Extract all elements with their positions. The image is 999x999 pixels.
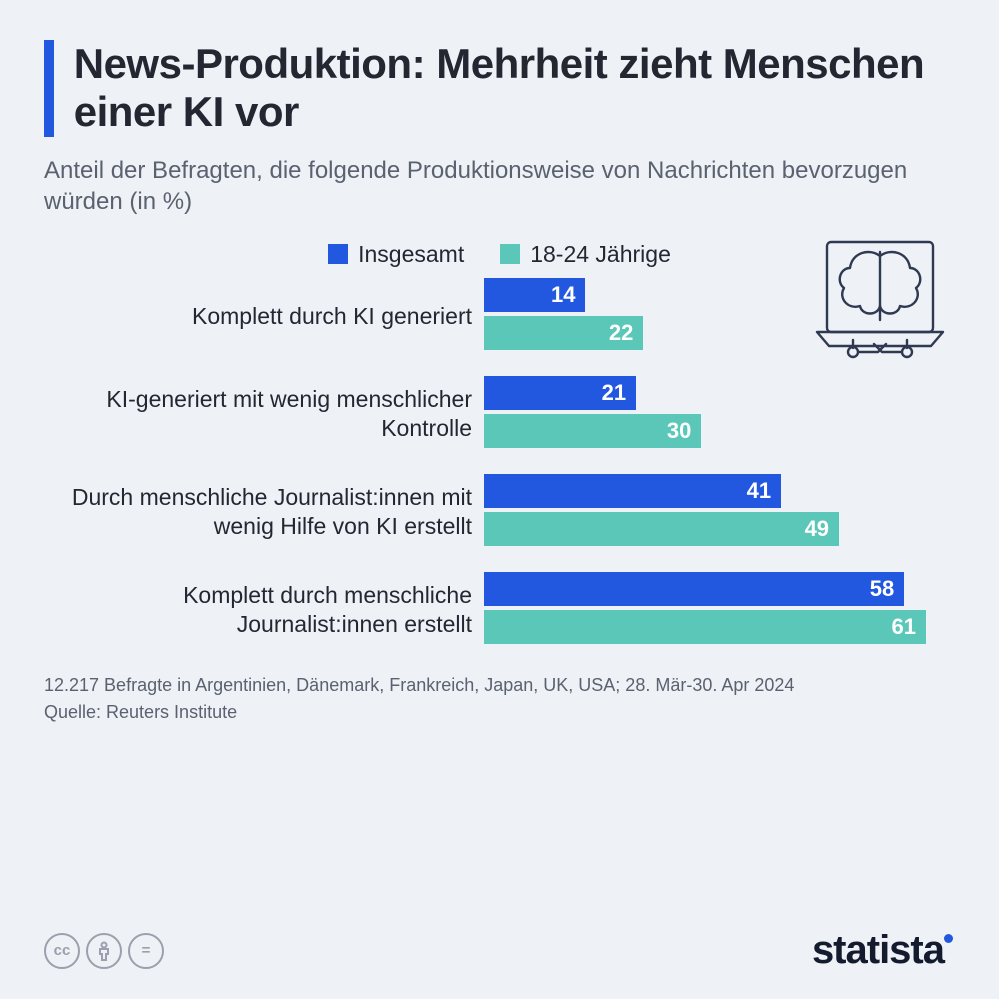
bar-young: 22 xyxy=(484,316,643,350)
chart-title: News-Produktion: Mehrheit zieht Menschen… xyxy=(74,40,955,137)
category-label: Durch menschliche Journalist:innen mit w… xyxy=(44,483,484,541)
title-accent-bar xyxy=(44,40,54,137)
legend-swatch-1 xyxy=(328,244,348,264)
bar-total: 58 xyxy=(484,572,904,606)
bar-pair: 5861 xyxy=(484,572,955,648)
bar-young: 61 xyxy=(484,610,926,644)
legend-item-young: 18-24 Jährige xyxy=(500,241,671,268)
ai-brain-icon xyxy=(805,228,955,368)
brand-logo: statista xyxy=(812,928,955,973)
legend-swatch-2 xyxy=(500,244,520,264)
legend-label-1: Insgesamt xyxy=(358,241,464,268)
category-label: Komplett durch KI generiert xyxy=(44,302,484,331)
brand-dot-icon xyxy=(944,934,953,943)
footnote-source: Quelle: Reuters Institute xyxy=(44,699,955,726)
category-label: KI-generiert mit wenig menschlicher Kont… xyxy=(44,385,484,443)
title-block: News-Produktion: Mehrheit zieht Menschen… xyxy=(44,40,955,137)
license-icons: cc = xyxy=(44,933,164,969)
bar-total: 14 xyxy=(484,278,585,312)
category-label: Komplett durch menschliche Journalist:in… xyxy=(44,581,484,639)
table-row: Komplett durch menschliche Journalist:in… xyxy=(44,572,955,648)
bar-young: 49 xyxy=(484,512,839,546)
chart-subtitle: Anteil der Befragten, die folgende Produ… xyxy=(44,155,955,217)
bar-pair: 2130 xyxy=(484,376,955,452)
chart-area: Komplett durch KI generiert14 22 KI-generi… xyxy=(44,278,955,648)
bar-total: 21 xyxy=(484,376,636,410)
bar-total: 41 xyxy=(484,474,781,508)
brand-text: statista xyxy=(812,928,944,973)
legend-label-2: 18-24 Jährige xyxy=(530,241,671,268)
bar-pair: 4149 xyxy=(484,474,955,550)
bar-young: 30 xyxy=(484,414,701,448)
footnote: 12.217 Befragte in Argentinien, Dänemark… xyxy=(44,672,955,726)
table-row: KI-generiert mit wenig menschlicher Kont… xyxy=(44,376,955,452)
cc-icon: cc xyxy=(44,933,80,969)
legend-item-total: Insgesamt xyxy=(328,241,464,268)
cc-nd-icon: = xyxy=(128,933,164,969)
footnote-sample: 12.217 Befragte in Argentinien, Dänemark… xyxy=(44,672,955,699)
table-row: Durch menschliche Journalist:innen mit w… xyxy=(44,474,955,550)
cc-by-icon xyxy=(86,933,122,969)
